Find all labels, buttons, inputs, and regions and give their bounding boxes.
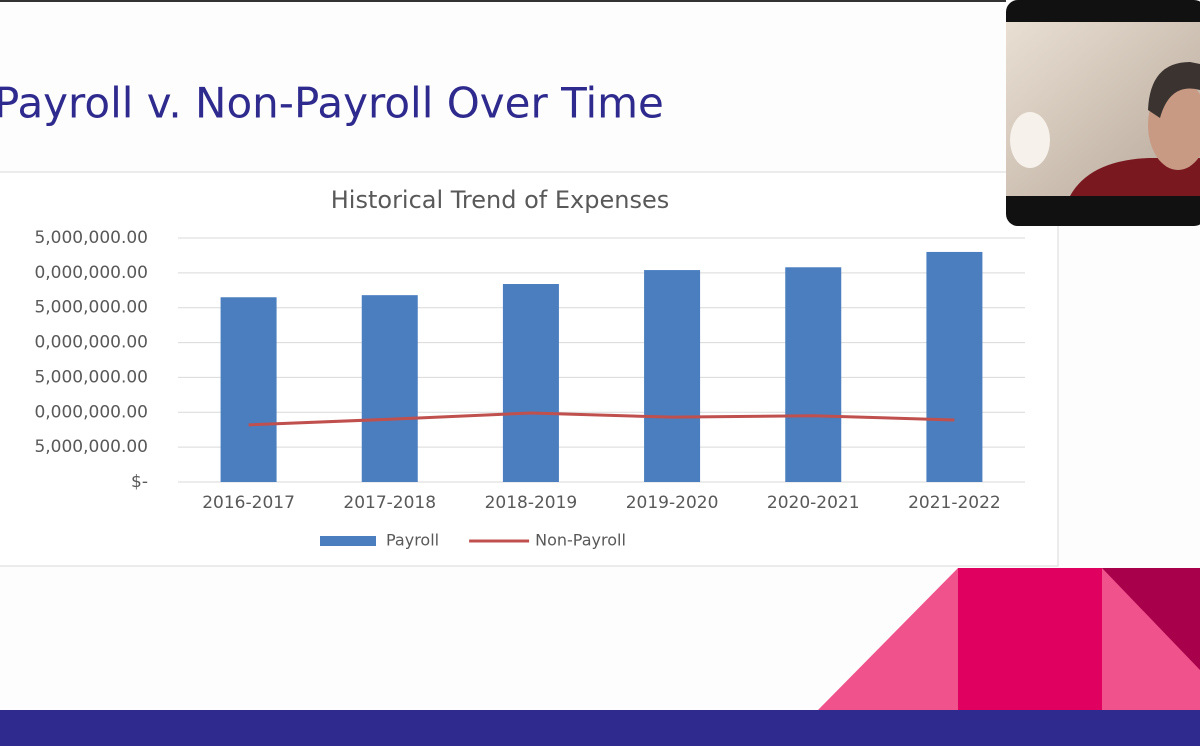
bar: [220, 297, 277, 482]
decor-triangle: [1102, 568, 1200, 670]
plot: $- 5,000,000.00 0,000,000.00 5,000,000.00 0,…: [34, 228, 1025, 550]
x-tick-label: 2021-2022: [908, 493, 1001, 513]
x-tick-label: 2017-2018: [343, 493, 436, 513]
legend-label: Non-Payroll: [535, 531, 626, 550]
x-tick-label: 2019-2020: [626, 493, 719, 513]
lamp: [1010, 112, 1050, 168]
x-tick-label: 2020-2021: [767, 493, 860, 513]
bar: [644, 270, 701, 482]
y-tick-label: 5,000,000.00: [34, 298, 148, 318]
bar: [785, 267, 842, 482]
slide-title: Payroll v. Non-Payroll Over Time: [0, 79, 664, 128]
x-tick-label: 2016-2017: [202, 493, 295, 513]
legend-swatch: [320, 536, 376, 546]
chart-title: Historical Trend of Expenses: [331, 186, 669, 214]
y-tick-label: 5,000,000.00: [34, 367, 148, 387]
x-tick-label: 2018-2019: [485, 493, 578, 513]
y-tick-label: 0,000,000.00: [34, 333, 148, 353]
video-thumbnail[interactable]: [1006, 0, 1200, 226]
person-hair: [1148, 62, 1200, 118]
bar: [361, 295, 418, 482]
bar: [502, 284, 559, 482]
bar: [926, 251, 983, 482]
legend-label: Payroll: [386, 531, 439, 550]
footer-bar: [0, 710, 1200, 746]
y-tick-label: 0,000,000.00: [34, 263, 148, 283]
y-tick-label: 0,000,000.00: [34, 402, 148, 422]
y-tick-label: 5,000,000.00: [34, 437, 148, 457]
y-tick-label: $-: [131, 472, 148, 492]
person-shirt: [1070, 158, 1200, 196]
decor-triangle: [818, 568, 958, 710]
decor-block: [958, 568, 1102, 710]
y-tick-label: 5,000,000.00: [34, 228, 148, 248]
line: [248, 411, 955, 427]
